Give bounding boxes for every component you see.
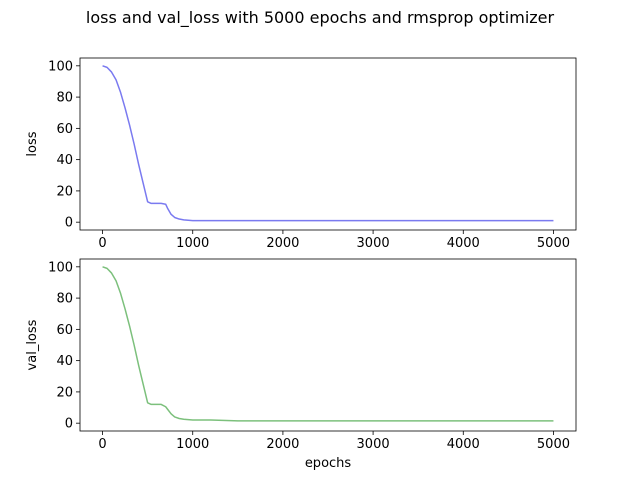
x-tick-label: 5000 — [537, 236, 570, 251]
y-tick-label: 20 — [56, 184, 73, 199]
x-tick-label: 5000 — [537, 437, 570, 452]
x-tick-label: 0 — [98, 236, 106, 251]
y-tick-label: 100 — [48, 260, 73, 275]
subplot-2: 0 1000 2000 3000 4000 5000 0 20 40 60 80 100 val_los… — [25, 258, 577, 471]
y-tick-label: 80 — [56, 91, 73, 106]
x-tick-label: 3000 — [357, 236, 390, 251]
y-axis-label: loss — [25, 131, 40, 156]
x-tick-label: 2000 — [266, 236, 299, 251]
figure-title: loss and val_loss with 5000 epochs and r… — [86, 8, 555, 28]
axes-frame — [79, 57, 577, 231]
y-tick-label: 60 — [56, 122, 73, 137]
y-axis-label: val_loss — [25, 319, 40, 370]
y-tick-label: 20 — [56, 385, 73, 400]
x-tick-label: 2000 — [266, 437, 299, 452]
x-tick-label: 4000 — [447, 437, 480, 452]
series-line-2-1 — [102, 266, 554, 422]
x-axis-label: epochs — [305, 456, 352, 471]
x-tick-label: 3000 — [357, 437, 390, 452]
axes-frame — [79, 258, 577, 432]
y-tick-label: 40 — [56, 153, 73, 168]
x-tick-label: 4000 — [447, 236, 480, 251]
y-tick-label: 0 — [65, 216, 73, 231]
x-tick-label: 0 — [98, 437, 106, 452]
x-tick-label: 1000 — [176, 236, 209, 251]
y-tick-label: 100 — [48, 59, 73, 74]
series-line-1-1 — [102, 65, 554, 222]
y-tick-label: 40 — [56, 354, 73, 369]
y-tick-label: 0 — [65, 417, 73, 432]
y-tick-label: 80 — [56, 292, 73, 307]
x-tick-label: 1000 — [176, 437, 209, 452]
y-tick-label: 60 — [56, 323, 73, 338]
subplot-1: 0 1000 2000 3000 4000 5000 0 20 40 60 80 100 loss — [25, 57, 577, 251]
